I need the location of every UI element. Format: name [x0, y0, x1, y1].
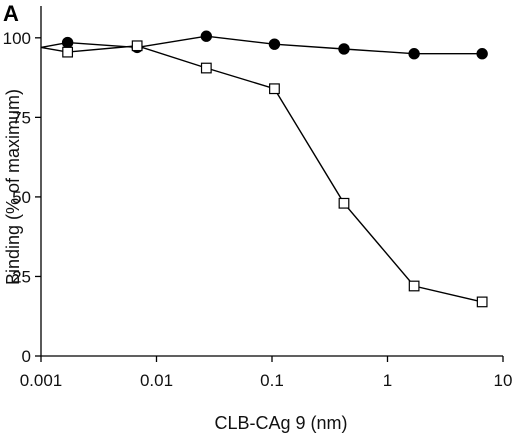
y-tick-label: 0 [22, 347, 31, 366]
series-line-2 [40, 45, 483, 303]
y-tick-label: 75 [12, 108, 31, 127]
data-point-square [408, 280, 420, 292]
data-point-circle [200, 30, 213, 42]
data-point-circle [338, 43, 350, 55]
y-tick-label: 100 [3, 29, 31, 48]
data-point-square [131, 40, 143, 52]
data-point-square [200, 62, 212, 74]
series-line-1 [40, 35, 483, 55]
y-tick-label: 25 [12, 267, 31, 286]
x-tick-label: 0.1 [260, 371, 284, 390]
y-tick-label: 50 [12, 188, 31, 207]
data-point-square [476, 296, 488, 308]
x-tick-label: 0.001 [20, 371, 63, 390]
data-point-square [62, 46, 74, 58]
plot-area: 0 25 50 75 100 0.001 0.01 0.1 1 10 [3, 6, 513, 390]
panel-label: A [3, 1, 19, 26]
x-tick-label: 0.01 [140, 371, 173, 390]
data-point-circle [61, 36, 74, 49]
x-tick-label: 10 [494, 371, 513, 390]
x-axis-title: CLB-CAg 9 (nm) [214, 413, 347, 433]
y-axis-title: Binding (% of maximum) [3, 89, 23, 285]
data-point-square [338, 197, 350, 209]
data-point-square [269, 83, 280, 95]
data-point-circle [268, 38, 281, 50]
data-point-circle [476, 48, 488, 60]
x-tick-label: 1 [383, 371, 392, 390]
data-point-circle [408, 48, 420, 60]
